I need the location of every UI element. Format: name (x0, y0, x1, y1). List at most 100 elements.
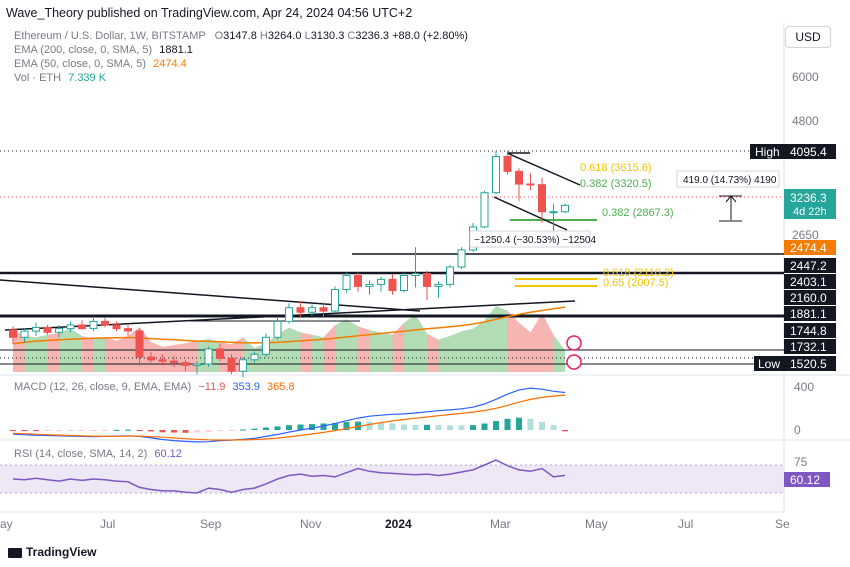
time-label-3: Nov (300, 517, 321, 531)
ohlc-high-value: 3264.0 (267, 30, 302, 42)
candle-body (492, 156, 500, 194)
macd-hist-bar-45 (527, 418, 534, 430)
time-label-7: Jul (678, 517, 693, 531)
candle-32 (377, 276, 385, 292)
symbol-legend[interactable]: Ethereum / U.S. Dollar, 1W, BITSTAMP O31… (14, 30, 468, 42)
macd-hist-bar-12 (148, 430, 154, 432)
ohlc-high-label: H (259, 30, 268, 42)
price-label-1732: 1732.1 (784, 339, 836, 354)
price-label-high: High 4095.4 (750, 144, 836, 159)
macd-tick-0: 0 (794, 423, 801, 437)
tradingview-footer[interactable]: TradingView (8, 545, 96, 559)
volume-segment-0 (13, 330, 25, 372)
currency-button[interactable]: USD (785, 26, 831, 48)
time-axis[interactable]: ay Jul Sep Nov 2024 Mar May Jul Se (0, 517, 790, 531)
candle-body (446, 266, 454, 285)
ema200-value: 1881.1 (159, 44, 193, 56)
channel-upper (506, 152, 581, 186)
volume-segment-41 (484, 306, 496, 372)
candle-body (89, 320, 98, 330)
candle-body (20, 330, 29, 338)
candle-body (377, 278, 385, 285)
macd-line[interactable] (12, 387, 566, 443)
volume-segment-8 (105, 337, 117, 372)
volume-legend[interactable]: Vol · ETH 7.339 K (14, 72, 106, 84)
rsi-line[interactable] (12, 459, 566, 494)
candle-28 (331, 286, 339, 314)
fib-2867-label: 0.382 (2867.3) (602, 207, 674, 219)
rsi-legend[interactable]: RSI (14, close, SMA, 14, 2) 60.12 (14, 448, 182, 460)
macd-hist-bar-7 (90, 430, 97, 431)
candle-11 (135, 328, 144, 366)
macd-hist-bar-48 (562, 430, 568, 432)
candle-body (285, 307, 293, 322)
candles[interactable] (9, 150, 569, 378)
candle-body (112, 324, 121, 330)
svg-text:2447.2: 2447.2 (790, 259, 827, 273)
macd-hist-bar-18 (217, 430, 223, 431)
candle-body (538, 184, 546, 213)
ohlc-open-label: O (214, 30, 224, 42)
candle-39 (457, 247, 466, 269)
candle-body (319, 307, 328, 312)
ohlc-low-label: L (304, 30, 311, 42)
candle-body (193, 363, 201, 366)
volume-segment-42 (496, 306, 508, 372)
volume-segment-45 (530, 313, 542, 372)
candle-41 (480, 190, 489, 229)
candle-10 (124, 325, 132, 336)
macd-hist-bar-14 (171, 430, 177, 433)
candle-body (273, 320, 282, 338)
drawdown-label-box (469, 230, 591, 248)
ohlc-close-label: C (347, 30, 356, 42)
volume-segment-28 (335, 319, 347, 372)
macd-hist-bar-34 (401, 424, 407, 430)
ema50-label: EMA (50, close, 0, SMA, 5) (14, 58, 147, 70)
candle-body (342, 275, 351, 290)
macd-hist-bar-15 (182, 430, 189, 433)
macd-hist-bar-31 (366, 421, 373, 430)
volume-segment-15 (185, 340, 197, 372)
ema50-legend[interactable]: EMA (50, close, 0, SMA, 5) 2474.4 (14, 58, 187, 70)
candle-body (9, 329, 17, 338)
svg-text:1744.8: 1744.8 (790, 324, 827, 338)
event-icon-1[interactable] (566, 335, 582, 351)
macd-hist-bar-13 (159, 430, 166, 433)
macd-hist-bar-29 (343, 422, 350, 431)
candle-47 (549, 203, 558, 234)
macd-hist-bar-37 (435, 425, 442, 430)
time-label-2: Sep (200, 517, 222, 531)
macd-hist-bar-36 (424, 424, 430, 430)
macd-hist-bar-19 (228, 430, 235, 431)
candle-body (78, 324, 86, 330)
candle-18 (216, 343, 224, 362)
candle-16 (193, 361, 201, 375)
price-label-low: Low 1520.5 (754, 356, 836, 371)
ema200-legend[interactable]: EMA (200, close, 0, SMA, 5) 1881.1 (14, 44, 193, 56)
macd-signal-line[interactable] (12, 394, 566, 441)
time-label-5: Mar (490, 517, 511, 531)
candle-body (204, 348, 213, 365)
candle-46 (538, 177, 546, 223)
candle-body (331, 289, 339, 312)
candle-body (434, 283, 443, 287)
price-tick-6000: 6000 (792, 70, 819, 84)
candle-body (55, 328, 63, 333)
macd-hist-bar-40 (470, 425, 476, 430)
macd-hist-bar-23 (274, 426, 281, 430)
candle-body (423, 273, 431, 287)
candle-body (296, 307, 305, 313)
volume-segment-14 (174, 343, 186, 372)
macd-legend[interactable]: MACD (12, 26, close, 9, EMA, EMA) −11.9 … (14, 381, 295, 393)
candle-38 (446, 265, 454, 288)
ema50-line[interactable] (12, 306, 566, 345)
ohlc-close-value: 3236.3 (355, 30, 390, 42)
candle-36 (423, 270, 431, 300)
candle-body (457, 249, 466, 268)
event-icon-2[interactable] (566, 354, 582, 370)
macd-label: MACD (12, 26, close, 9, EMA, EMA) (14, 381, 192, 393)
macd-hist-bar-38 (447, 425, 453, 430)
svg-text:1881.1: 1881.1 (790, 307, 827, 321)
candle-body (365, 283, 374, 287)
